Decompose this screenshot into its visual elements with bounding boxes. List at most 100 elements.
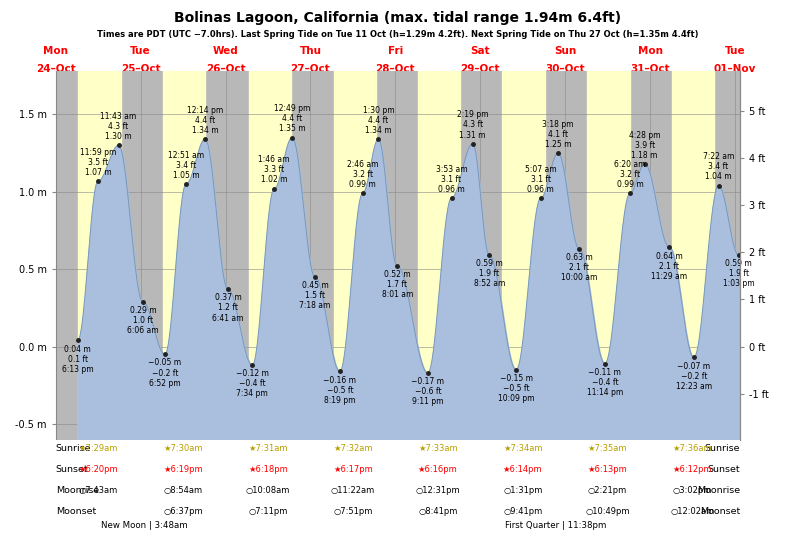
Text: 28–Oct: 28–Oct [376,64,416,74]
Bar [78,71,120,439]
Text: 0.63 m
2.1 ft
10:00 am: 0.63 m 2.1 ft 10:00 am [561,253,598,282]
Text: 11:59 pm
3.5 ft
1.07 m: 11:59 pm 3.5 ft 1.07 m [80,148,116,177]
Text: Tue: Tue [724,46,745,56]
Text: 0.45 m
1.5 ft
7:18 am: 0.45 m 1.5 ft 7:18 am [299,281,330,310]
Text: Times are PDT (UTC −7.0hrs). Last Spring Tide on Tue 11 Oct (h=1.29m 4.2ft). Nex: Times are PDT (UTC −7.0hrs). Last Spring… [97,30,699,39]
Text: 25–Oct: 25–Oct [121,64,161,74]
Text: ○7:11pm: ○7:11pm [248,507,287,515]
Bar [248,71,291,439]
Text: 0.59 m
1.9 ft
1:03 pm: 0.59 m 1.9 ft 1:03 pm [723,259,755,288]
Text: 3:53 am
3.1 ft
0.96 m: 3:53 am 3.1 ft 0.96 m [435,164,467,194]
Text: 1:46 am
3.3 ft
1.02 m: 1:46 am 3.3 ft 1.02 m [259,155,290,184]
Text: ★7:32am: ★7:32am [334,445,373,453]
Text: −0.07 m
−0.2 ft
12:23 am: −0.07 m −0.2 ft 12:23 am [676,362,712,391]
Bar [418,71,460,439]
Text: 31–Oct: 31–Oct [630,64,670,74]
Text: Moonrise: Moonrise [56,486,99,495]
Text: ★7:30am: ★7:30am [163,445,203,453]
Text: ★6:14pm: ★6:14pm [503,465,543,474]
Text: 4:28 pm
3.9 ft
1.18 m: 4:28 pm 3.9 ft 1.18 m [629,130,661,160]
Bar [672,71,715,439]
Text: Moonset: Moonset [56,507,96,515]
Text: ★7:29am: ★7:29am [79,445,118,453]
Text: Bolinas Lagoon, California (max. tidal range 1.94m 6.4ft): Bolinas Lagoon, California (max. tidal r… [174,11,622,25]
Text: ★6:18pm: ★6:18pm [248,465,288,474]
Text: 5:07 am
3.1 ft
0.96 m: 5:07 am 3.1 ft 0.96 m [525,164,556,194]
Text: ○1:31pm: ○1:31pm [503,486,542,495]
Text: 3:18 pm
4.1 ft
1.25 m: 3:18 pm 4.1 ft 1.25 m [542,120,574,149]
Text: Mon: Mon [43,46,68,56]
Text: ★7:33am: ★7:33am [418,445,458,453]
Text: Fri: Fri [388,46,403,56]
Text: ○2:21pm: ○2:21pm [588,486,627,495]
Text: ★7:31am: ★7:31am [248,445,287,453]
Text: 11:43 am
4.3 ft
1.30 m: 11:43 am 4.3 ft 1.30 m [100,112,137,141]
Text: Sunrise: Sunrise [704,445,740,453]
Text: Thu: Thu [299,46,322,56]
Text: ○12:31pm: ○12:31pm [416,486,460,495]
Text: ★6:12pm: ★6:12pm [673,465,712,474]
Text: ○10:08am: ○10:08am [246,486,291,495]
Text: 30–Oct: 30–Oct [545,64,585,74]
Bar [587,71,630,439]
Text: 2:46 am
3.2 ft
0.99 m: 2:46 am 3.2 ft 0.99 m [347,160,378,189]
Text: 0.29 m
1.0 ft
6:06 am: 0.29 m 1.0 ft 6:06 am [127,306,158,335]
Bar [502,71,544,439]
Text: 6:20 am
3.2 ft
0.99 m: 6:20 am 3.2 ft 0.99 m [615,160,646,189]
Text: −0.05 m
−0.2 ft
6:52 pm: −0.05 m −0.2 ft 6:52 pm [148,358,181,388]
Text: Sunset: Sunset [56,465,88,474]
Text: −0.12 m
−0.4 ft
7:34 pm: −0.12 m −0.4 ft 7:34 pm [236,369,269,398]
Text: 12:51 am
3.4 ft
1.05 m: 12:51 am 3.4 ft 1.05 m [168,151,204,180]
Text: 26–Oct: 26–Oct [205,64,245,74]
Text: 7:22 am
3.4 ft
1.04 m: 7:22 am 3.4 ft 1.04 m [703,152,734,181]
Text: New Moon | 3:48am: New Moon | 3:48am [101,521,188,530]
Text: 27–Oct: 27–Oct [291,64,330,74]
Text: ○8:41pm: ○8:41pm [418,507,458,515]
Text: ★6:19pm: ★6:19pm [163,465,203,474]
Text: 0.52 m
1.7 ft
8:01 am: 0.52 m 1.7 ft 8:01 am [381,270,413,299]
Text: 0.04 m
0.1 ft
6:13 pm: 0.04 m 0.1 ft 6:13 pm [62,344,93,374]
Text: ★6:20pm: ★6:20pm [78,465,118,474]
Text: −0.15 m
−0.5 ft
10:09 pm: −0.15 m −0.5 ft 10:09 pm [498,374,534,403]
Text: 12:14 pm
4.4 ft
1.34 m: 12:14 pm 4.4 ft 1.34 m [187,106,223,135]
Text: Sunset: Sunset [708,465,740,474]
Text: ○9:41pm: ○9:41pm [503,507,542,515]
Text: ★6:16pm: ★6:16pm [418,465,458,474]
Text: −0.17 m
−0.6 ft
9:11 pm: −0.17 m −0.6 ft 9:11 pm [412,377,444,406]
Text: Sat: Sat [470,46,490,56]
Text: 24–Oct: 24–Oct [36,64,76,74]
Text: First Quarter | 11:38pm: First Quarter | 11:38pm [505,521,606,530]
Text: 29–Oct: 29–Oct [461,64,500,74]
Bar [163,71,205,439]
Text: ○3:02pm: ○3:02pm [673,486,712,495]
Text: ○6:37pm: ○6:37pm [163,507,203,515]
Text: ★7:35am: ★7:35am [588,445,627,453]
Text: −0.11 m
−0.4 ft
11:14 pm: −0.11 m −0.4 ft 11:14 pm [587,368,623,397]
Text: ○7:51pm: ○7:51pm [334,507,373,515]
Text: ○7:43am: ○7:43am [79,486,118,495]
Text: Tue: Tue [131,46,151,56]
Text: ★6:13pm: ★6:13pm [587,465,627,474]
Text: 12:49 pm
4.4 ft
1.35 m: 12:49 pm 4.4 ft 1.35 m [274,104,310,133]
Text: 2:19 pm
4.3 ft
1.31 m: 2:19 pm 4.3 ft 1.31 m [457,110,489,140]
Text: Sunrise: Sunrise [56,445,92,453]
Text: Moonset: Moonset [700,507,740,515]
Text: −0.16 m
−0.5 ft
8:19 pm: −0.16 m −0.5 ft 8:19 pm [323,376,357,405]
Text: 01–Nov: 01–Nov [714,64,756,74]
Bar [334,71,376,439]
Text: ○8:54am: ○8:54am [163,486,203,495]
Text: Mon: Mon [638,46,662,56]
Text: ○10:49pm: ○10:49pm [585,507,630,515]
Text: ★6:17pm: ★6:17pm [333,465,373,474]
Text: Wed: Wed [213,46,239,56]
Text: ○12:02am: ○12:02am [670,507,715,515]
Text: 0.37 m
1.2 ft
6:41 am: 0.37 m 1.2 ft 6:41 am [213,293,244,322]
Text: 0.64 m
2.1 ft
11:29 am: 0.64 m 2.1 ft 11:29 am [651,252,688,281]
Text: ★7:34am: ★7:34am [503,445,542,453]
Text: ○11:22am: ○11:22am [331,486,375,495]
Text: 0.59 m
1.9 ft
8:52 am: 0.59 m 1.9 ft 8:52 am [474,259,505,288]
Text: ★7:36am: ★7:36am [673,445,712,453]
Text: Moonrise: Moonrise [697,486,740,495]
Text: Sun: Sun [554,46,576,56]
Text: 1:30 pm
4.4 ft
1.34 m: 1:30 pm 4.4 ft 1.34 m [362,106,394,135]
